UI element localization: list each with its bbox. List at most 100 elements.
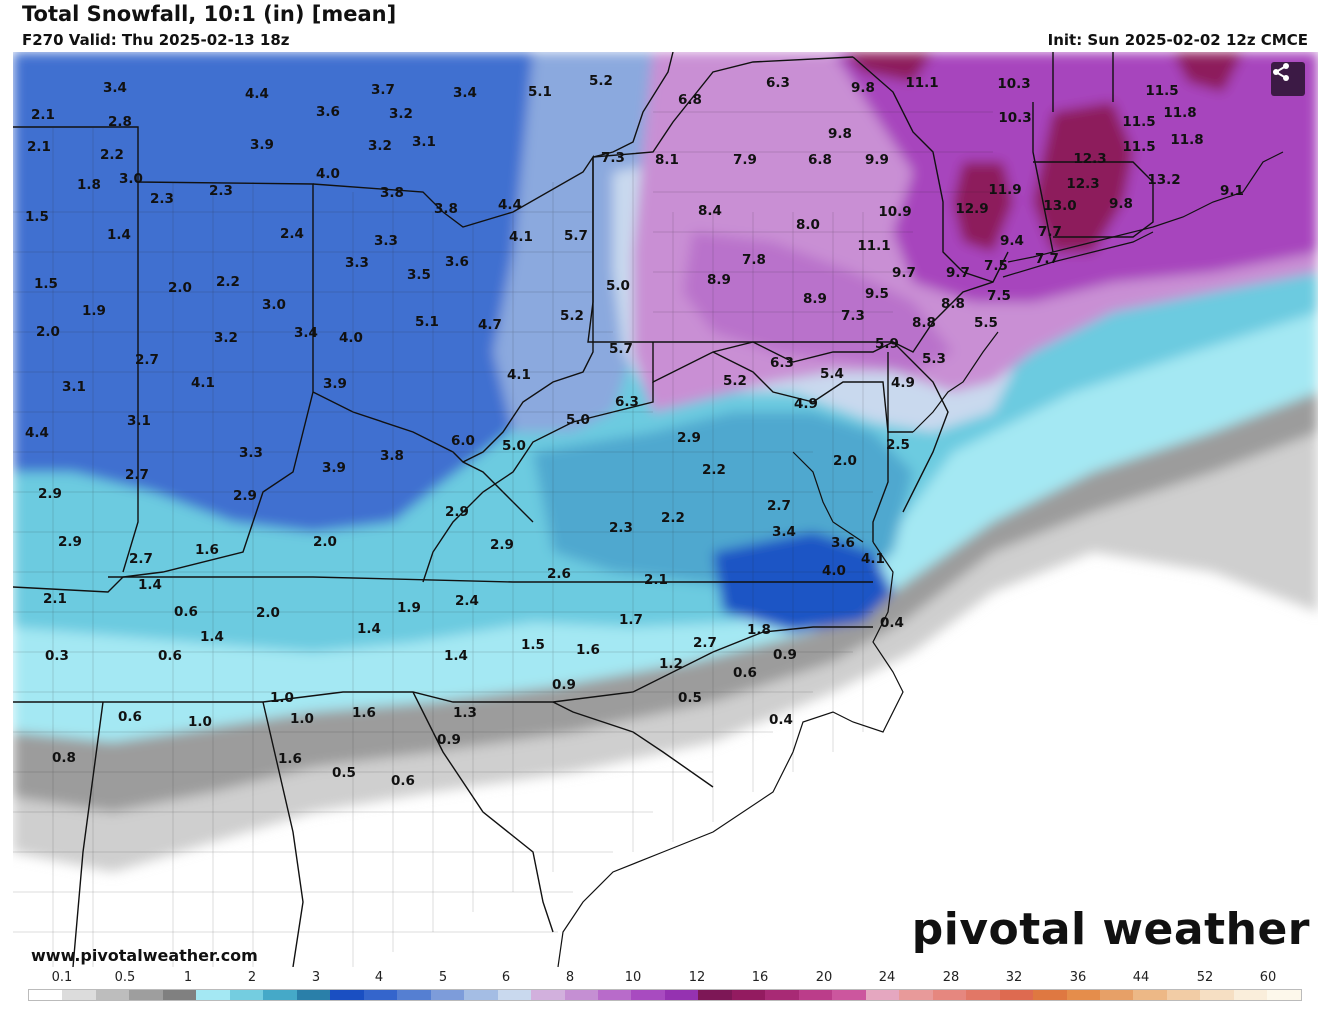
snowfall-value: 1.0 — [290, 711, 314, 727]
snowfall-value: 5.0 — [502, 438, 526, 454]
snowfall-value: 5.7 — [609, 341, 633, 357]
legend-swatch — [95, 990, 130, 1000]
legend-swatch — [698, 990, 732, 1000]
snowfall-value: 12.3 — [1066, 176, 1099, 192]
snowfall-value: 2.4 — [455, 593, 479, 609]
snowfall-value: 5.0 — [606, 278, 630, 294]
snowfall-map[interactable]: 3.4 4.4 3.7 3.4 5.1 5.2 6.8 6.3 9.8 11.1 10.3 11.5 2… — [13, 52, 1318, 967]
website-link[interactable]: www.pivotalweather.com — [31, 946, 258, 965]
snowfall-value: 6.3 — [766, 75, 790, 91]
legend-tick-label: 16 — [751, 970, 769, 985]
legend-swatch — [263, 990, 297, 1000]
snowfall-value: 1.5 — [25, 209, 49, 225]
init-time: Init: Sun 2025-02-02 12z CMCE — [1047, 31, 1308, 49]
snowfall-value: 10.3 — [998, 110, 1031, 126]
legend-swatch — [1066, 990, 1100, 1000]
snowfall-value: 12.3 — [1073, 151, 1106, 167]
snowfall-value: 2.1 — [31, 107, 55, 123]
snowfall-value: 0.9 — [437, 732, 461, 748]
snowfall-value: 8.8 — [941, 296, 965, 312]
legend-swatch — [29, 990, 63, 1000]
snowfall-value: 3.1 — [62, 379, 86, 395]
snowfall-value: 3.2 — [214, 330, 238, 346]
snowfall-value: 2.0 — [833, 453, 857, 469]
legend-swatch — [464, 990, 498, 1000]
legend-swatch — [196, 990, 230, 1000]
snowfall-value: 3.5 — [407, 267, 431, 283]
snowfall-value: 2.0 — [36, 324, 60, 340]
snowfall-value: 1.5 — [521, 637, 545, 653]
snowfall-value: 0.5 — [332, 765, 356, 781]
legend-swatch — [1133, 990, 1167, 1000]
snowfall-value: 8.1 — [655, 152, 679, 168]
snowfall-value: 7.8 — [742, 252, 766, 268]
snowfall-value: 6.3 — [770, 355, 794, 371]
snowfall-value: 12.9 — [955, 201, 988, 217]
snowfall-value: 2.3 — [150, 191, 174, 207]
legend-swatch — [597, 990, 632, 1000]
snowfall-value: 5.1 — [528, 84, 552, 100]
snowfall-value: 5.7 — [564, 228, 588, 244]
snowfall-value: 1.4 — [357, 621, 381, 637]
snowfall-value: 3.2 — [389, 106, 413, 122]
snowfall-value: 3.4 — [103, 80, 127, 96]
snowfall-value: 2.2 — [661, 510, 685, 526]
snowfall-value: 3.6 — [831, 535, 855, 551]
pivotal-weather-logo: pivotal weather — [911, 904, 1310, 955]
snowfall-value: 4.0 — [822, 563, 846, 579]
valid-time: F270 Valid: Thu 2025-02-13 18z — [22, 31, 290, 49]
snowfall-value: 13.2 — [1147, 172, 1180, 188]
snowfall-value: 4.1 — [191, 375, 215, 391]
snowfall-value: 9.4 — [1000, 233, 1024, 249]
snowfall-value: 2.1 — [644, 572, 668, 588]
county-lines — [13, 111, 993, 967]
snowfall-value: 2.0 — [313, 534, 337, 550]
snowfall-value: 3.4 — [294, 325, 318, 341]
snowfall-value: 3.0 — [119, 171, 143, 187]
snowfall-value: 3.9 — [250, 137, 274, 153]
snowfall-value: 1.2 — [659, 656, 683, 672]
snowfall-value: 1.5 — [34, 276, 58, 292]
snowfall-value: 4.4 — [245, 86, 269, 102]
snowfall-value: 8.8 — [912, 315, 936, 331]
legend-tick-label: 5 — [438, 970, 448, 985]
snowfall-value: 3.3 — [345, 255, 369, 271]
snowfall-value: 2.7 — [125, 467, 149, 483]
legend-swatch — [229, 990, 264, 1000]
snowfall-value: 3.7 — [371, 82, 395, 98]
snowfall-value: 3.2 — [368, 138, 392, 154]
snowfall-values: 3.4 4.4 3.7 3.4 5.1 5.2 6.8 6.3 9.8 11.1 10.3 11.5 2… — [25, 73, 1244, 789]
snowfall-value: 1.6 — [278, 751, 302, 767]
snowfall-value: 5.2 — [589, 73, 613, 89]
snowfall-value: 3.4 — [772, 524, 796, 540]
legend-swatch — [430, 990, 465, 1000]
legend-colorbar — [28, 989, 1302, 1001]
snowfall-value: 7.9 — [733, 152, 757, 168]
legend-swatch — [330, 990, 364, 1000]
snowfall-value: 1.6 — [352, 705, 376, 721]
snowfall-value: 5.3 — [922, 351, 946, 367]
legend-swatch — [865, 990, 900, 1000]
snowfall-value: 0.8 — [52, 750, 76, 766]
snowfall-value: 1.7 — [619, 612, 643, 628]
snowfall-value: 0.4 — [880, 615, 904, 631]
snowfall-value: 5.2 — [560, 308, 584, 324]
snowfall-value: 2.7 — [693, 635, 717, 651]
snowfall-value: 11.8 — [1170, 132, 1203, 148]
snowfall-value: 2.0 — [168, 280, 192, 296]
legend-tick-label: 6 — [501, 970, 511, 985]
snowfall-value: 9.7 — [892, 265, 916, 281]
snowfall-value: 5.0 — [566, 412, 590, 428]
snowfall-value: 2.1 — [43, 591, 67, 607]
legend-tick-label: 0.5 — [114, 970, 136, 985]
legend-swatch — [531, 990, 565, 1000]
snowfall-value: 9.8 — [1109, 196, 1133, 212]
snowfall-value: 11.5 — [1122, 139, 1155, 155]
share-button[interactable] — [1271, 62, 1305, 96]
snowfall-value: 9.9 — [865, 152, 889, 168]
snowfall-value: 0.6 — [174, 604, 198, 620]
snowfall-value: 11.1 — [857, 238, 890, 254]
map-title: Total Snowfall, 10:1 (in) [mean] — [22, 2, 397, 26]
snowfall-value: 3.1 — [412, 134, 436, 150]
snowfall-value: 1.9 — [82, 303, 106, 319]
